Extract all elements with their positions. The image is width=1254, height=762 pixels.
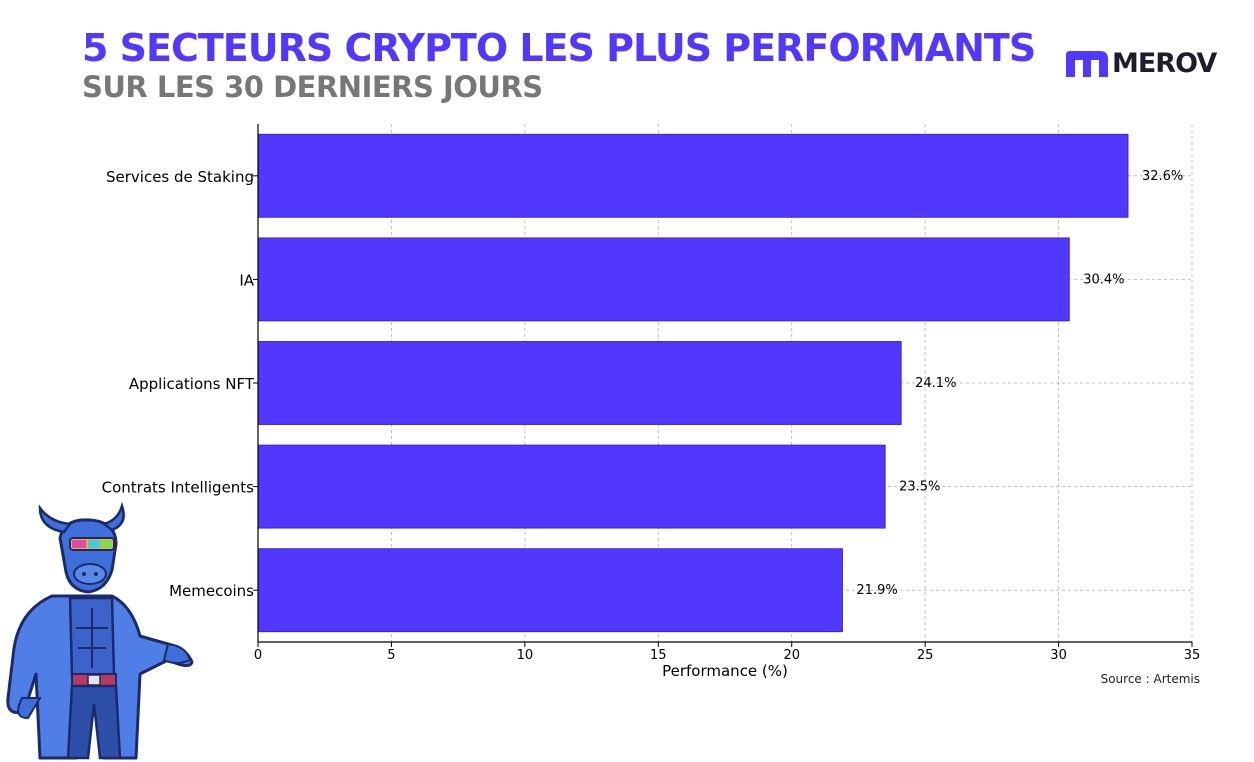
labels: 0 5 10 15 20 25 30 35 Services de Staking 32.6% IA… (102, 168, 1201, 680)
x-tick-label: 25 (917, 648, 934, 663)
chart-title: 5 SECTEURS CRYPTO LES PLUS PERFORMANTS (82, 26, 1036, 70)
x-tick-label: 10 (517, 648, 534, 663)
bar (257, 133, 1129, 218)
category-label: Memecoins (169, 582, 254, 600)
bar (257, 341, 902, 425)
axes (253, 124, 1193, 647)
x-tick-label: 30 (1050, 648, 1067, 663)
data-label: 23.5% (899, 480, 940, 495)
bar (257, 444, 886, 529)
data-label: 32.6% (1142, 169, 1183, 184)
chart-subtitle: SUR LES 30 DERNIERS JOURS (82, 70, 543, 104)
category-label: IA (239, 271, 254, 289)
category-label: Services de Staking (106, 168, 254, 186)
data-label: 30.4% (1083, 272, 1124, 287)
merov-logo-text: MEROV (1112, 48, 1217, 79)
bull-scientist-mascot-icon (6, 501, 194, 760)
bar-chart: 0 5 10 15 20 25 30 35 Services de Staking 32.6% IA… (102, 124, 1201, 680)
merov-logo: MEROV (1066, 48, 1217, 79)
x-tick-label: 15 (650, 648, 667, 663)
source-note: Source : Artemis (1100, 672, 1200, 686)
x-tick-label: 0 (254, 648, 262, 663)
data-label: 24.1% (915, 376, 956, 391)
data-label: 21.9% (856, 583, 897, 598)
x-axis-label: Performance (%) (662, 662, 788, 680)
x-tick-label: 35 (1184, 648, 1201, 663)
category-label: Contrats Intelligents (102, 479, 255, 497)
merov-m-icon (1066, 50, 1108, 77)
x-tick-label: 5 (387, 648, 395, 663)
x-tick-label: 20 (783, 648, 800, 663)
bar (257, 237, 1070, 322)
category-label: Applications NFT (129, 375, 255, 393)
bar (257, 548, 843, 633)
